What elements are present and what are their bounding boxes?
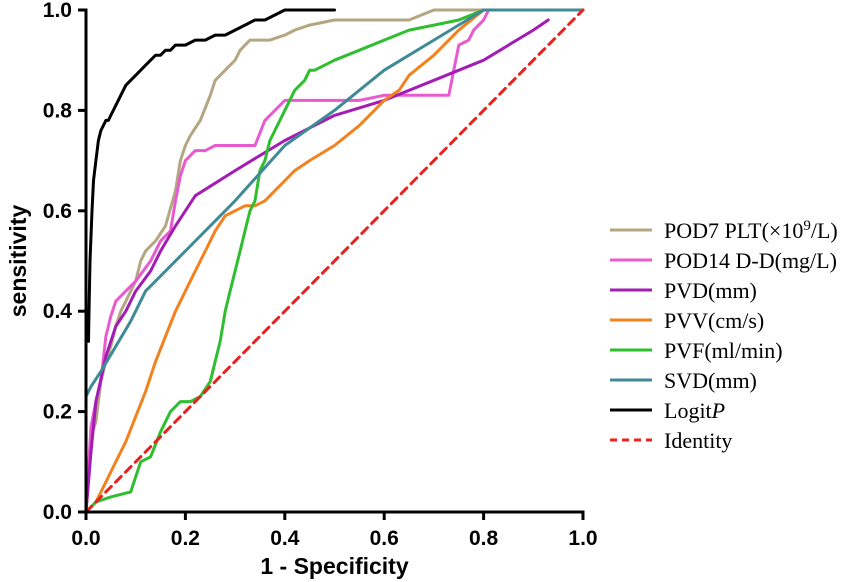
legend-label-4: PVF(ml/min): [664, 338, 783, 363]
y-tick-label: 1.0: [43, 0, 72, 22]
legend-label-7: Identity: [664, 428, 732, 453]
x-tick-label: 0.6: [370, 527, 399, 550]
legend-label-0: POD7 PLT(×109/L): [664, 218, 838, 243]
axes-layer: [84, 8, 585, 514]
series-line-5: [84, 8, 585, 398]
series-line-7: [84, 8, 585, 514]
series-layer: [84, 8, 585, 514]
x-tick-label: 0.8: [469, 527, 499, 550]
x-tick-label: 0.4: [270, 527, 300, 550]
series-line-3: [84, 8, 486, 514]
series-line-2: [84, 18, 550, 514]
x-tick-label: 0.0: [71, 527, 100, 550]
y-tick-label: 0.2: [43, 401, 72, 424]
x-ticks: 0.0 0.2 0.4 0.6 0.8 1.0: [71, 512, 598, 550]
legend-label-6: LogitP: [664, 398, 725, 423]
legend-label-1: POD14 D-D(mg/L): [664, 248, 837, 273]
y-tick-label: 0.0: [43, 501, 72, 524]
legend: POD7 PLT(×109/L) POD14 D-D(mg/L) PVD(mm) PV…: [610, 218, 838, 453]
series-line-1: [84, 8, 491, 514]
y-ticks: 0.0 0.2 0.4 0.6 0.8 1.0: [43, 0, 86, 524]
y-tick-label: 0.6: [43, 200, 72, 223]
x-axis-title: 1 - Specificity: [260, 553, 408, 579]
y-tick-label: 0.8: [43, 99, 73, 122]
x-tick-label: 0.2: [171, 527, 200, 550]
series-line-4: [84, 8, 585, 514]
y-axis-title: sensitivity: [5, 205, 31, 318]
y-tick-label: 0.4: [43, 300, 73, 323]
series-line-0: [84, 8, 491, 514]
x-tick-label: 1.0: [568, 527, 597, 550]
series-line-6: [87, 8, 336, 343]
legend-label-2: PVD(mm): [664, 278, 757, 303]
legend-label-5: SVD(mm): [664, 368, 757, 393]
legend-label-3: PVV(cm/s): [664, 308, 764, 333]
